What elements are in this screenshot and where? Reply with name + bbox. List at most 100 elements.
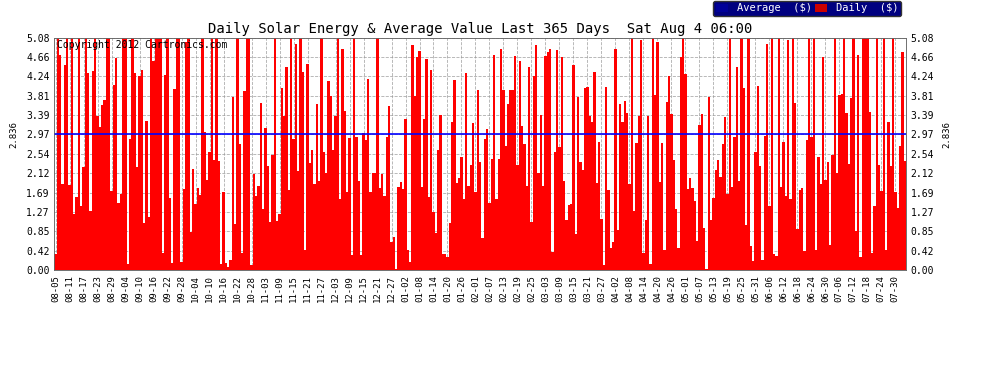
Bar <box>857 55 859 270</box>
Bar <box>190 232 192 270</box>
Bar <box>661 143 663 270</box>
Bar <box>825 180 827 270</box>
Legend: Average  ($), Daily  ($): Average ($), Daily ($) <box>713 1 901 16</box>
Bar <box>309 162 311 270</box>
Bar <box>197 188 199 270</box>
Bar <box>118 203 120 270</box>
Bar <box>66 38 68 270</box>
Bar <box>75 197 78 270</box>
Bar <box>442 254 444 270</box>
Bar <box>453 80 455 270</box>
Bar <box>768 207 770 270</box>
Bar <box>847 164 849 270</box>
Bar <box>584 88 586 270</box>
Bar <box>423 119 426 270</box>
Bar <box>633 211 636 270</box>
Bar <box>756 86 759 270</box>
Bar <box>56 38 59 270</box>
Bar <box>281 88 283 270</box>
Bar <box>691 188 694 270</box>
Bar <box>498 159 500 270</box>
Bar <box>598 142 600 270</box>
Bar <box>469 165 472 270</box>
Bar <box>306 64 309 270</box>
Bar <box>864 38 866 270</box>
Bar <box>455 183 458 270</box>
Bar <box>257 186 259 270</box>
Bar <box>164 75 166 270</box>
Bar <box>381 174 383 270</box>
Bar <box>524 144 526 270</box>
Bar <box>206 180 209 270</box>
Bar <box>763 136 766 270</box>
Bar <box>591 122 593 270</box>
Bar <box>703 228 705 270</box>
Bar <box>640 40 643 270</box>
Bar <box>230 260 232 270</box>
Bar <box>839 95 841 270</box>
Bar <box>421 186 423 270</box>
Bar <box>192 169 194 270</box>
Bar <box>185 42 187 270</box>
Bar <box>720 177 722 270</box>
Bar <box>890 166 892 270</box>
Bar <box>355 137 357 270</box>
Bar <box>761 260 763 270</box>
Bar <box>727 194 729 270</box>
Bar <box>201 38 204 270</box>
Bar <box>262 209 264 270</box>
Bar <box>708 98 710 270</box>
Bar <box>462 199 465 270</box>
Bar <box>810 137 813 270</box>
Bar <box>784 196 787 270</box>
Bar <box>738 181 741 270</box>
Bar <box>216 38 218 270</box>
Bar <box>505 146 507 270</box>
Bar <box>82 166 85 270</box>
Bar <box>103 100 106 270</box>
Bar <box>658 182 661 270</box>
Bar <box>211 38 213 270</box>
Bar <box>519 61 521 270</box>
Text: Copyright 2012 Cartronics.com: Copyright 2012 Cartronics.com <box>57 40 228 50</box>
Bar <box>474 192 476 270</box>
Bar <box>353 38 355 270</box>
Bar <box>836 173 839 270</box>
Text: 2.836: 2.836 <box>9 121 18 147</box>
Bar <box>806 140 808 270</box>
Bar <box>741 38 742 270</box>
Bar <box>248 38 250 270</box>
Bar <box>481 238 484 270</box>
Bar <box>388 106 390 270</box>
Bar <box>383 195 386 270</box>
Bar <box>636 143 638 270</box>
Bar <box>440 115 442 270</box>
Bar <box>139 76 141 270</box>
Bar <box>624 101 626 270</box>
Bar <box>448 223 451 270</box>
Bar <box>643 253 644 270</box>
Bar <box>393 237 395 270</box>
Bar <box>717 159 720 270</box>
Bar <box>68 185 70 270</box>
Bar <box>323 152 325 270</box>
Bar <box>318 181 321 270</box>
Bar <box>542 186 545 270</box>
Bar <box>223 192 225 270</box>
Bar <box>535 45 538 270</box>
Bar <box>488 203 491 270</box>
Bar <box>141 70 144 270</box>
Bar <box>603 266 605 270</box>
Bar <box>113 85 115 270</box>
Bar <box>724 117 727 270</box>
Bar <box>646 116 649 270</box>
Bar <box>845 113 847 270</box>
Bar <box>166 38 168 270</box>
Bar <box>581 170 584 270</box>
Bar <box>479 162 481 270</box>
Bar <box>859 258 861 270</box>
Bar <box>428 197 430 270</box>
Bar <box>822 57 825 270</box>
Bar <box>832 155 834 270</box>
Bar <box>154 38 157 270</box>
